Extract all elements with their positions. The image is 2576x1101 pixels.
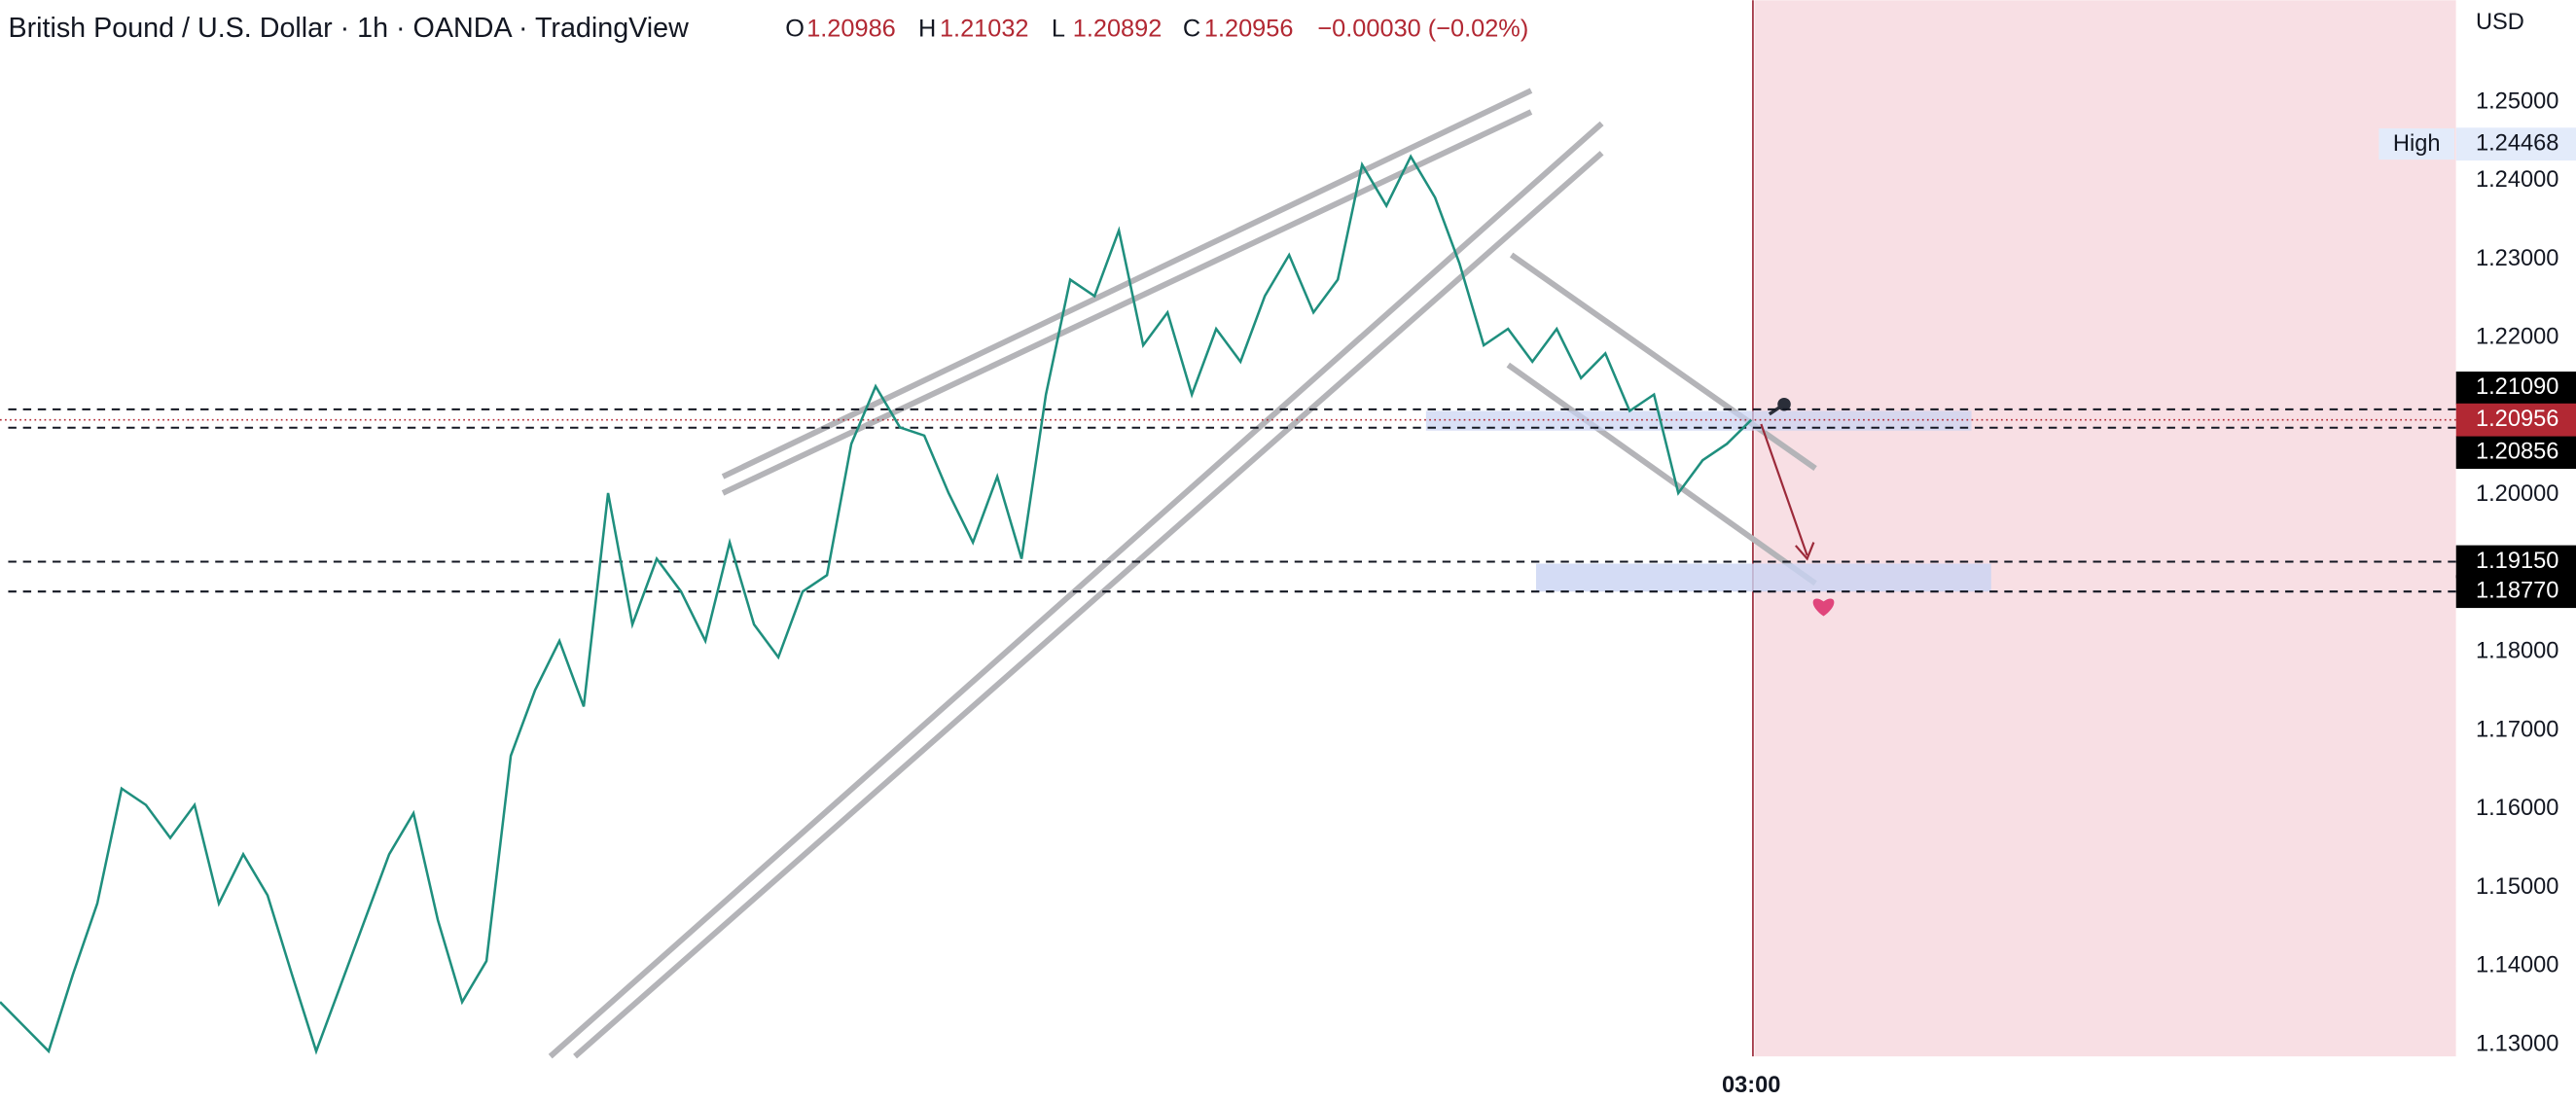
zone bbox=[1536, 563, 1991, 592]
trend-line bbox=[548, 121, 1604, 1059]
trend-line bbox=[573, 151, 1604, 1059]
high-value: 1.24468 bbox=[2476, 130, 2558, 156]
level-label-box bbox=[2455, 575, 2576, 609]
ohlc: O 1.20986 H 1.21032 L 1.20892 C 1.20956 bbox=[785, 15, 1293, 42]
y-tick-label: 1.13000 bbox=[2476, 1031, 2558, 1056]
y-tick-label: 1.15000 bbox=[2476, 874, 2558, 900]
level-label: 1.19150 bbox=[2476, 549, 2558, 574]
ohlc-label: O bbox=[785, 15, 805, 42]
heart-icon bbox=[1812, 598, 1835, 617]
ohlc-value: 1.20956 bbox=[1204, 15, 1294, 42]
y-tick-label: 1.23000 bbox=[2476, 246, 2558, 271]
price-line bbox=[0, 154, 1753, 1055]
trend-line bbox=[721, 88, 1533, 479]
change: −0.00030 (−0.02%) bbox=[1317, 15, 1528, 42]
zone bbox=[1425, 410, 1972, 431]
ohlc-label: C bbox=[1183, 15, 1200, 42]
last-price-box bbox=[2455, 403, 2576, 437]
high-label-box bbox=[2379, 127, 2455, 160]
ohlc-value: 1.20892 bbox=[1073, 15, 1163, 42]
level-label: 1.20856 bbox=[2476, 439, 2558, 464]
symbol-title: British Pound / U.S. Dollar · 1h · OANDA… bbox=[8, 13, 689, 44]
last-price-label: 1.20956 bbox=[2476, 407, 2558, 432]
y-tick-label: 1.22000 bbox=[2476, 325, 2558, 350]
y-tick-label: 1.24000 bbox=[2476, 167, 2558, 193]
arrow-head bbox=[1795, 542, 1815, 561]
ohlc-label: L bbox=[1052, 15, 1065, 42]
y-tick-label: 1.18000 bbox=[2476, 639, 2558, 664]
scale: 1.25000 1.24000 1.23000 1.22000 1.20000 1.180… bbox=[2455, 89, 2576, 1056]
level-label-box bbox=[2455, 372, 2576, 405]
level-label-box bbox=[2455, 436, 2576, 469]
ohlc-value: 1.20986 bbox=[806, 15, 896, 42]
level-label-box bbox=[2455, 545, 2576, 579]
ohlc-label: H bbox=[918, 15, 936, 42]
arrow bbox=[1760, 423, 1808, 556]
x-tick-label: 03:00 bbox=[1722, 1073, 1780, 1098]
level-label: 1.21090 bbox=[2476, 374, 2558, 400]
y-tick-label: 1.16000 bbox=[2476, 796, 2558, 821]
y-tick-label: 1.14000 bbox=[2476, 953, 2558, 978]
level-label: 1.18770 bbox=[2476, 578, 2558, 603]
y-tick-label: 1.20000 bbox=[2476, 481, 2558, 507]
alert-icon bbox=[1768, 403, 1785, 416]
trend-line bbox=[1506, 362, 1817, 586]
y-tick-label: 1.25000 bbox=[2476, 89, 2558, 114]
ohlc-value: 1.21032 bbox=[940, 15, 1029, 42]
plot bbox=[0, 154, 2456, 1055]
future-zone bbox=[1754, 0, 2456, 1057]
y-tick-label: 1.17000 bbox=[2476, 717, 2558, 742]
high-value-box bbox=[2455, 127, 2576, 161]
high-label: High bbox=[2393, 131, 2441, 157]
price-scale bbox=[2455, 0, 2576, 1057]
currency: USD bbox=[2476, 10, 2524, 35]
